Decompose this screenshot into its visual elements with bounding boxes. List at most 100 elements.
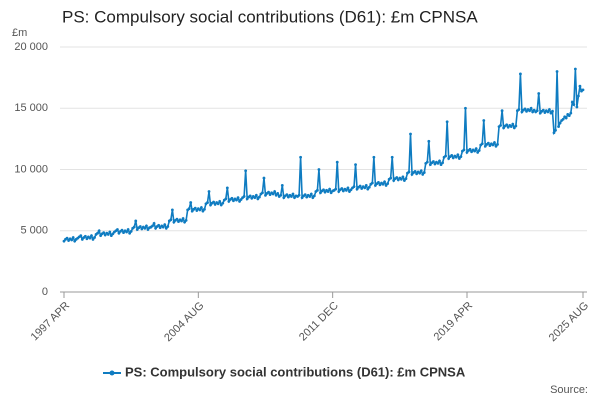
data-point <box>172 220 176 224</box>
data-point <box>396 178 400 182</box>
data-point <box>85 237 89 241</box>
data-point <box>348 190 351 193</box>
data-point <box>363 186 367 190</box>
data-point <box>152 222 156 225</box>
data-point <box>346 186 350 190</box>
data-point <box>224 197 228 201</box>
x-tick-label: 2019 APR <box>432 300 476 344</box>
data-point <box>235 198 238 202</box>
data-point <box>177 220 180 223</box>
data-point <box>71 236 75 239</box>
data-point <box>506 125 510 129</box>
data-point <box>511 122 515 126</box>
data-point <box>457 157 461 160</box>
data-point <box>464 106 467 110</box>
data-point <box>143 226 147 230</box>
data-point <box>129 229 133 233</box>
data-point <box>273 190 277 193</box>
data-point <box>286 195 290 199</box>
data-point <box>198 208 202 212</box>
data-point <box>470 150 473 154</box>
x-tick-label: 2025 AUG <box>547 300 591 344</box>
data-point <box>73 239 77 243</box>
data-point <box>282 196 286 200</box>
data-point <box>329 191 333 195</box>
data-point <box>381 182 385 186</box>
data-point <box>108 230 112 234</box>
data-point <box>225 186 229 190</box>
data-point <box>305 195 309 199</box>
data-point <box>418 171 422 175</box>
data-point <box>349 188 353 192</box>
data-point <box>459 155 463 159</box>
x-tick-label: 2011 DEC <box>297 300 341 344</box>
data-point <box>254 193 258 197</box>
data-point <box>146 228 150 231</box>
data-point <box>126 228 130 231</box>
data-point <box>528 109 531 113</box>
data-point <box>425 160 429 164</box>
data-point <box>290 195 293 198</box>
data-point <box>236 196 240 200</box>
data-point <box>138 225 142 228</box>
data-point <box>106 233 110 236</box>
data-point <box>383 180 386 184</box>
data-point <box>519 72 522 76</box>
data-point <box>432 160 435 163</box>
data-point <box>546 110 550 114</box>
data-point <box>514 124 518 128</box>
data-point <box>157 223 161 227</box>
data-point <box>581 88 585 92</box>
data-point <box>93 236 96 239</box>
data-point <box>262 176 266 180</box>
data-point <box>117 231 121 235</box>
data-point <box>558 121 562 125</box>
data-point <box>328 187 332 191</box>
data-point <box>433 162 437 166</box>
data-point <box>480 142 484 146</box>
data-point <box>355 187 359 191</box>
data-point <box>578 84 582 88</box>
data-point <box>132 225 136 229</box>
data-point <box>531 110 535 114</box>
legend-label: PS: Compulsory social contributions (D61… <box>125 364 466 379</box>
data-point <box>344 188 348 192</box>
data-point <box>404 177 408 181</box>
data-point <box>256 197 260 201</box>
data-point <box>128 231 132 235</box>
data-point <box>218 199 222 203</box>
data-point <box>154 226 157 230</box>
data-point <box>291 192 295 196</box>
data-point <box>483 144 487 148</box>
data-point <box>520 110 524 114</box>
data-point <box>213 203 217 206</box>
data-point <box>180 219 183 223</box>
data-point <box>454 155 458 159</box>
data-point <box>309 192 313 196</box>
data-point <box>163 223 167 227</box>
data-point <box>323 190 327 194</box>
data-point <box>476 150 480 154</box>
data-point <box>447 157 451 160</box>
data-point <box>543 111 547 114</box>
data-point <box>109 234 113 238</box>
data-point <box>166 225 170 228</box>
y-tick-label: 20 000 <box>14 41 48 53</box>
data-point <box>67 239 70 242</box>
data-point <box>102 231 106 234</box>
data-point <box>552 131 556 135</box>
data-point <box>358 184 362 188</box>
data-point <box>567 114 571 117</box>
data-point <box>334 187 338 191</box>
data-point <box>300 196 304 200</box>
data-point <box>502 126 506 130</box>
data-point <box>285 193 289 197</box>
data-point <box>421 173 425 176</box>
data-point <box>493 141 496 144</box>
data-point <box>140 227 144 231</box>
data-point <box>183 220 186 224</box>
data-point <box>409 132 412 136</box>
data-point <box>378 183 382 187</box>
data-point <box>99 234 103 238</box>
